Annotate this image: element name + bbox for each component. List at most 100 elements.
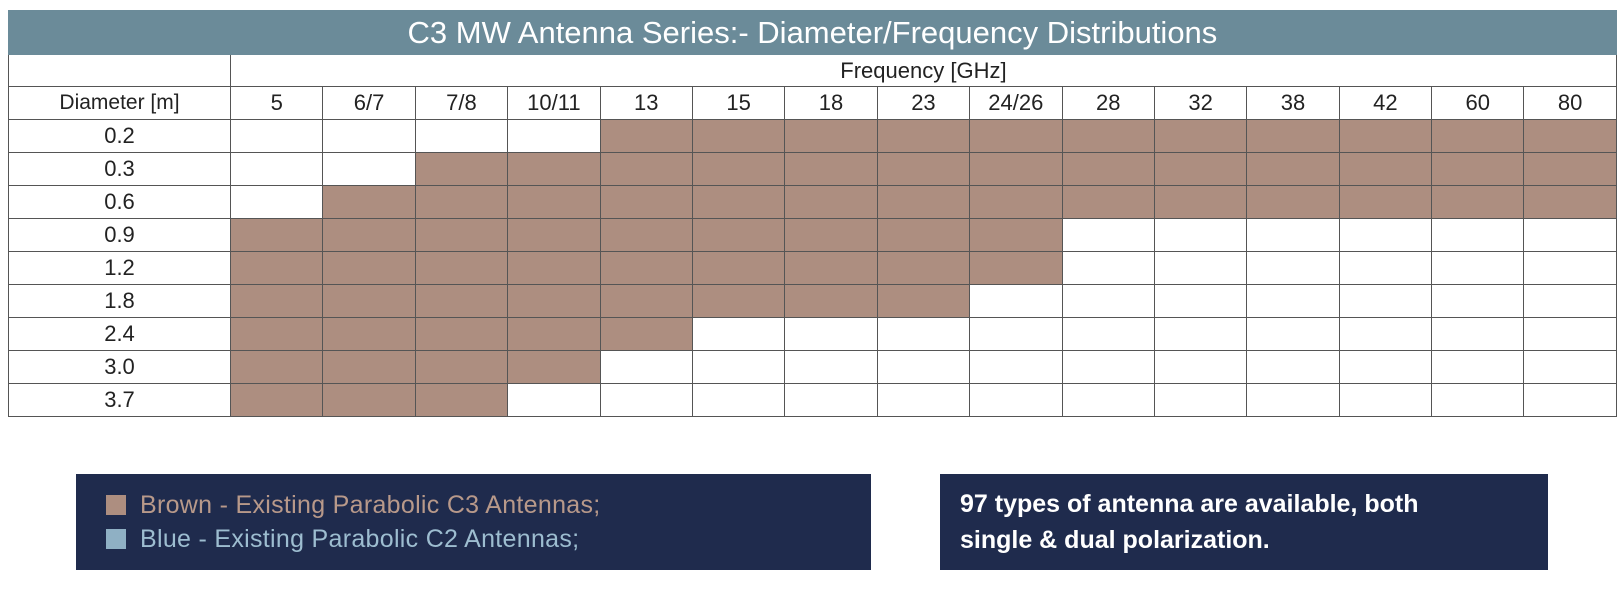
frequency-tick-label: 60 bbox=[1431, 86, 1525, 120]
frequency-tick-label: 23 bbox=[876, 86, 971, 120]
availability-cell-filled bbox=[784, 152, 878, 186]
availability-cell-empty bbox=[229, 185, 324, 219]
availability-cell-filled bbox=[414, 185, 509, 219]
availability-cell-empty bbox=[1431, 383, 1525, 417]
availability-cell-filled bbox=[1338, 152, 1433, 186]
availability-cell-filled bbox=[599, 119, 693, 153]
availability-cell-filled bbox=[969, 251, 1063, 285]
availability-cell-filled bbox=[969, 152, 1063, 186]
brown-swatch bbox=[106, 495, 126, 515]
availability-cell-empty bbox=[507, 119, 601, 153]
availability-cell-filled bbox=[229, 218, 324, 252]
availability-cell-empty bbox=[1338, 317, 1433, 351]
note-line-2: single & dual polarization. bbox=[960, 526, 1270, 554]
availability-cell-filled bbox=[599, 218, 693, 252]
availability-cell-filled bbox=[784, 119, 878, 153]
availability-cell-filled bbox=[1246, 152, 1340, 186]
corner-cell bbox=[8, 54, 231, 87]
availability-cell-filled bbox=[507, 185, 601, 219]
availability-cell-empty bbox=[599, 350, 693, 384]
frequency-tick-label: 15 bbox=[691, 86, 786, 120]
availability-cell-empty bbox=[414, 119, 509, 153]
availability-cell-filled bbox=[414, 317, 509, 351]
legend-panel: Brown - Existing Parabolic C3 Antennas; … bbox=[76, 474, 871, 570]
availability-cell-filled bbox=[1431, 185, 1525, 219]
availability-cell-empty bbox=[1523, 317, 1617, 351]
availability-cell-empty bbox=[1338, 218, 1433, 252]
frequency-axis-label: Frequency [GHz] bbox=[230, 54, 1617, 87]
availability-cell-filled bbox=[691, 152, 786, 186]
availability-cell-filled bbox=[784, 284, 878, 318]
availability-cell-filled bbox=[1061, 119, 1155, 153]
availability-cell-filled bbox=[1061, 152, 1155, 186]
availability-cell-empty bbox=[784, 350, 878, 384]
availability-cell-filled bbox=[876, 284, 971, 318]
diameter-tick-label: 1.2 bbox=[8, 251, 231, 285]
availability-cell-empty bbox=[229, 119, 324, 153]
availability-cell-empty bbox=[1431, 317, 1525, 351]
availability-cell-empty bbox=[1246, 218, 1340, 252]
availability-cell-empty bbox=[1338, 284, 1433, 318]
availability-cell-empty bbox=[1246, 284, 1340, 318]
availability-cell-filled bbox=[691, 119, 786, 153]
availability-cell-empty bbox=[1061, 284, 1155, 318]
frequency-tick-label: 5 bbox=[229, 86, 324, 120]
availability-cell-empty bbox=[1523, 350, 1617, 384]
availability-cell-filled bbox=[229, 350, 324, 384]
availability-cell-filled bbox=[322, 218, 416, 252]
availability-cell-empty bbox=[1523, 251, 1617, 285]
availability-cell-empty bbox=[876, 317, 971, 351]
frequency-tick-label: 28 bbox=[1061, 86, 1155, 120]
availability-cell-empty bbox=[1338, 383, 1433, 417]
availability-cell-filled bbox=[969, 218, 1063, 252]
frequency-tick-label: 10/11 bbox=[507, 86, 601, 120]
availability-cell-filled bbox=[1153, 185, 1248, 219]
availability-cell-empty bbox=[1431, 251, 1525, 285]
availability-cell-empty bbox=[507, 383, 601, 417]
availability-cell-filled bbox=[322, 251, 416, 285]
availability-cell-filled bbox=[599, 251, 693, 285]
frequency-tick-label: 38 bbox=[1246, 86, 1340, 120]
availability-cell-empty bbox=[876, 350, 971, 384]
frequency-tick-label: 6/7 bbox=[322, 86, 416, 120]
diameter-row: 2.4 bbox=[8, 317, 1617, 351]
availability-cell-filled bbox=[691, 218, 786, 252]
availability-cell-empty bbox=[1246, 350, 1340, 384]
availability-cell-filled bbox=[1523, 152, 1617, 186]
frequency-group-row: Frequency [GHz] bbox=[8, 54, 1617, 87]
availability-cell-filled bbox=[876, 185, 971, 219]
availability-cell-filled bbox=[507, 251, 601, 285]
availability-cell-filled bbox=[414, 284, 509, 318]
availability-cell-filled bbox=[1431, 152, 1525, 186]
legend-label-blue: Blue - Existing Parabolic C2 Antennas; bbox=[140, 524, 580, 553]
diameter-axis-label: Diameter [m] bbox=[8, 86, 231, 120]
availability-cell-filled bbox=[1338, 185, 1433, 219]
availability-cell-filled bbox=[876, 251, 971, 285]
availability-cell-filled bbox=[322, 185, 416, 219]
frequency-tick-label: 24/26 bbox=[969, 86, 1063, 120]
availability-cell-filled bbox=[414, 218, 509, 252]
availability-cell-filled bbox=[969, 119, 1063, 153]
availability-cell-filled bbox=[414, 350, 509, 384]
availability-cell-filled bbox=[876, 119, 971, 153]
availability-cell-filled bbox=[784, 251, 878, 285]
availability-cell-filled bbox=[876, 218, 971, 252]
diameter-row: 3.0 bbox=[8, 350, 1617, 384]
frequency-header-row: Diameter [m] 5 6/7 7/8 10/11 13 15 18 23 24/26 28… bbox=[8, 86, 1617, 120]
availability-cell-empty bbox=[784, 383, 878, 417]
availability-cell-filled bbox=[599, 284, 693, 318]
availability-cell-empty bbox=[229, 152, 324, 186]
availability-cell-filled bbox=[784, 218, 878, 252]
availability-cell-filled bbox=[414, 152, 509, 186]
diameter-tick-label: 0.6 bbox=[8, 185, 231, 219]
availability-cell-empty bbox=[1523, 284, 1617, 318]
diameter-tick-label: 0.9 bbox=[8, 218, 231, 252]
availability-cell-empty bbox=[1153, 284, 1248, 318]
availability-cell-empty bbox=[1153, 350, 1248, 384]
availability-cell-filled bbox=[322, 383, 416, 417]
availability-cell-filled bbox=[599, 185, 693, 219]
availability-cell-filled bbox=[599, 152, 693, 186]
availability-cell-empty bbox=[599, 383, 693, 417]
availability-cell-empty bbox=[1153, 251, 1248, 285]
availability-cell-empty bbox=[1246, 317, 1340, 351]
